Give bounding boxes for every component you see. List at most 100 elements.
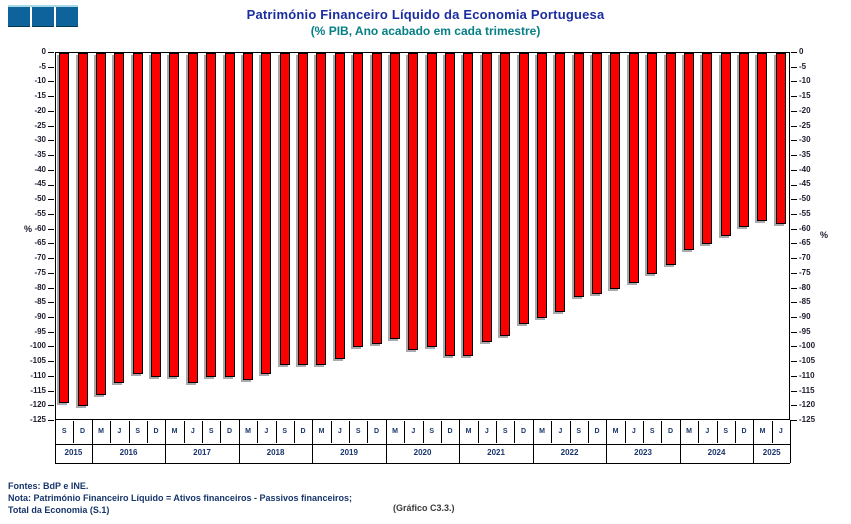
x-year-label-2021: 2021 xyxy=(487,448,505,457)
x-quarter-label: M xyxy=(465,428,472,435)
y-tick-label-left: -5 xyxy=(38,61,46,71)
x-year-divider xyxy=(385,420,387,463)
x-quarter-divider xyxy=(349,421,350,443)
y-tick-left xyxy=(48,390,54,392)
plot-area xyxy=(55,52,790,420)
bar-2015-S xyxy=(59,53,70,403)
y-tick-label-right: -85 xyxy=(799,297,811,307)
x-quarter-divider xyxy=(146,421,148,443)
x-quarter-label: S xyxy=(355,428,361,435)
x-quarter-label: D xyxy=(153,428,159,435)
y-tick-left xyxy=(48,125,54,127)
y-tick-right xyxy=(791,420,797,421)
x-quarter-label: S xyxy=(61,428,67,435)
x-quarter-label: S xyxy=(135,428,141,435)
y-tick-label-left: -120 xyxy=(29,400,46,410)
bar-2019-J xyxy=(334,53,345,359)
bar-2023-J xyxy=(628,53,639,283)
y-tick-left xyxy=(48,52,54,53)
bar-2019-S xyxy=(353,53,364,347)
y-tick-left xyxy=(48,287,54,289)
y-tick-label-right: -65 xyxy=(799,238,811,248)
x-quarter-divider xyxy=(440,421,442,443)
x-year-label-2020: 2020 xyxy=(413,448,432,457)
y-tick-label-left: -100 xyxy=(29,341,46,351)
x-quarter-label: M xyxy=(392,428,398,435)
x-quarter-divider xyxy=(220,421,222,443)
bar-2021-D xyxy=(518,53,529,324)
bar-2021-M xyxy=(463,53,474,356)
x-quarter-divider xyxy=(330,421,332,443)
x-axis-left-edge xyxy=(55,420,56,463)
x-quarter-label: S xyxy=(502,428,508,435)
x-year-label-2023: 2023 xyxy=(634,448,652,457)
y-tick-left xyxy=(48,272,54,274)
bar-2017-D xyxy=(224,53,235,377)
y-tick-left xyxy=(48,199,54,201)
bar-2022-J xyxy=(555,53,566,312)
y-tick-label-left: -105 xyxy=(29,356,46,366)
logo-block-icon xyxy=(8,7,30,27)
y-tick-right xyxy=(791,317,797,318)
x-quarter-divider xyxy=(716,421,718,443)
x-quarter-label: D xyxy=(80,428,86,435)
y-tick-left xyxy=(48,331,54,333)
y-tick-label-left: -85 xyxy=(34,297,46,307)
bar-2020-M xyxy=(389,53,400,339)
x-quarter-divider xyxy=(643,421,644,443)
x-year-label-2022: 2022 xyxy=(560,448,579,457)
bar-2018-M xyxy=(242,53,253,380)
bar-2020-J xyxy=(408,53,419,350)
y-tick-right xyxy=(791,110,797,112)
y-tick-left xyxy=(48,169,54,171)
y-tick-label-left: -40 xyxy=(34,164,46,174)
y-tick-right xyxy=(791,140,797,142)
y-tick-label-right: -80 xyxy=(799,282,811,292)
x-quarter-divider xyxy=(404,421,406,443)
logo-block-icon xyxy=(32,7,54,27)
x-quarter-label: D xyxy=(668,428,674,435)
bar-2022-M xyxy=(536,53,547,318)
bar-2023-D xyxy=(665,53,676,265)
y-tick-label-right: -30 xyxy=(799,135,811,145)
y-tick-left xyxy=(48,317,54,318)
y-tick-left xyxy=(48,213,54,215)
y-tick-label-left: -80 xyxy=(34,282,46,292)
x-quarter-label: D xyxy=(741,428,747,435)
x-year-divider xyxy=(532,420,534,463)
y-tick-label-left: -10 xyxy=(34,76,46,86)
bar-2023-M xyxy=(610,53,621,289)
x-quarter-label: J xyxy=(411,428,416,435)
y-tick-left xyxy=(48,243,54,245)
y-tick-label-right: -110 xyxy=(799,370,815,380)
y-tick-right xyxy=(791,272,797,274)
bar-2022-S xyxy=(573,53,584,297)
x-quarter-divider xyxy=(587,421,589,443)
footer-note: Nota: Património Financeiro Líquido = At… xyxy=(8,493,352,503)
x-quarter-divider xyxy=(569,421,571,443)
x-quarter-label: J xyxy=(337,428,342,435)
x-quarter-label: J xyxy=(190,428,195,435)
y-tick-right xyxy=(791,302,797,304)
y-tick-right xyxy=(791,361,797,363)
x-quarter-label: S xyxy=(649,428,655,435)
bar-2018-S xyxy=(279,53,290,365)
y-tick-right xyxy=(791,52,797,53)
bar-2017-S xyxy=(206,53,217,377)
y-tick-label-right: -50 xyxy=(799,194,811,204)
y-tick-left xyxy=(48,302,54,304)
x-quarter-divider xyxy=(496,421,497,443)
x-quarter-label: D xyxy=(594,428,600,435)
x-quarter-label: D xyxy=(447,428,453,435)
y-tick-right xyxy=(791,155,797,156)
x-quarter-label: J xyxy=(631,428,636,435)
y-tick-label-left: -95 xyxy=(34,326,46,336)
x-quarter-divider xyxy=(73,421,75,443)
y-tick-right xyxy=(791,375,797,377)
x-quarter-label: S xyxy=(429,428,435,435)
x-year-divider xyxy=(165,420,167,463)
y-tick-label-left: -20 xyxy=(34,105,46,115)
y-tick-label-right: -20 xyxy=(799,105,811,115)
x-quarter-label: M xyxy=(539,428,545,435)
x-quarter-divider xyxy=(183,421,185,443)
